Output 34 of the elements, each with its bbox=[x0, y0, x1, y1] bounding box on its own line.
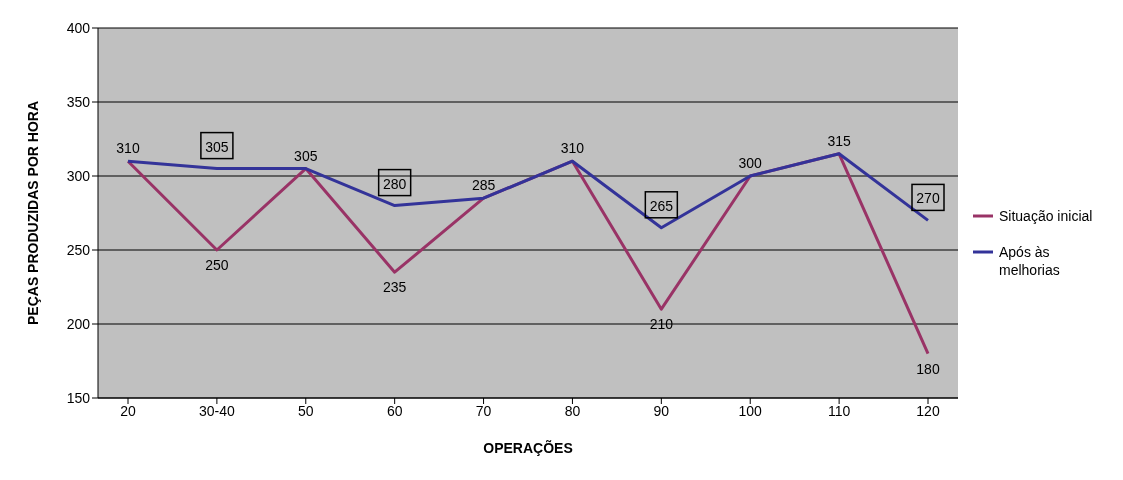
x-tick-label: 120 bbox=[916, 402, 940, 419]
y-axis-title: PEÇAS PRODUZIDAS POR HORA bbox=[24, 100, 41, 326]
data-label: 300 bbox=[738, 155, 763, 171]
data-label: 280 bbox=[382, 175, 407, 192]
data-label: 270 bbox=[916, 190, 940, 207]
x-axis-title: OPERAÇÕES bbox=[483, 439, 573, 456]
x-tick-label: 50 bbox=[297, 402, 314, 419]
x-tick-label: 60 bbox=[386, 402, 403, 419]
legend-label: Após às melhorias bbox=[999, 243, 1061, 279]
x-tick-label: 100 bbox=[738, 402, 763, 419]
data-label: 310 bbox=[116, 140, 140, 157]
data-label: 305 bbox=[205, 138, 229, 155]
y-tick-label: 300 bbox=[66, 167, 91, 184]
data-label: 315 bbox=[827, 132, 851, 149]
x-tick-label: 110 bbox=[827, 402, 851, 419]
y-tick-label: 200 bbox=[66, 315, 91, 332]
x-tick-label: 80 bbox=[564, 402, 581, 419]
legend-label: Situação inicial bbox=[999, 207, 1093, 225]
data-label: 250 bbox=[205, 257, 229, 273]
y-tick-label: 350 bbox=[66, 93, 91, 110]
data-label: 210 bbox=[649, 316, 674, 333]
x-tick-label: 90 bbox=[653, 402, 670, 419]
x-tick-label: 30-40 bbox=[198, 402, 235, 419]
data-label: 180 bbox=[916, 360, 940, 377]
x-tick-label: 20 bbox=[120, 402, 136, 419]
data-label: 310 bbox=[560, 140, 585, 157]
data-label: 265 bbox=[649, 197, 674, 214]
x-tick-label: 70 bbox=[475, 402, 492, 419]
data-label: 285 bbox=[471, 177, 496, 194]
data-label: 305 bbox=[294, 147, 318, 164]
y-tick-label: 150 bbox=[66, 389, 91, 406]
y-tick-label: 400 bbox=[66, 19, 91, 36]
y-tick-label: 250 bbox=[66, 241, 91, 258]
data-label: 235 bbox=[382, 279, 407, 296]
